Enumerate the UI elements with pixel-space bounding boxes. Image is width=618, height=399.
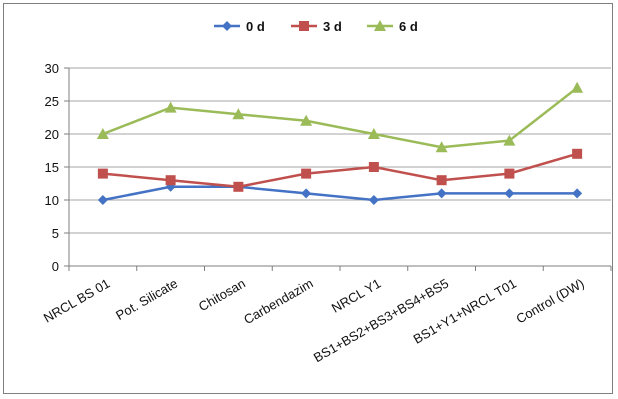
data-point (504, 188, 515, 199)
legend-marker (374, 20, 386, 31)
y-tick-label: 15 (45, 160, 59, 175)
data-point (97, 195, 108, 205)
data-point (436, 188, 447, 199)
data-point (164, 101, 177, 113)
legend-label: 0 d (246, 19, 265, 34)
data-point (504, 168, 515, 179)
legend-label: 6 d (399, 19, 418, 34)
y-tick-label: 0 (52, 259, 59, 274)
series-3-d (97, 148, 583, 192)
data-point (571, 81, 584, 93)
x-tick-label: NRCL BS 01 (41, 276, 113, 326)
data-point (367, 128, 380, 139)
data-point (301, 168, 312, 179)
y-tick-label: 20 (45, 127, 59, 142)
data-point (572, 188, 583, 199)
x-tick-label: Carbendazim (241, 276, 315, 328)
x-tick-label: Pot. Silicate (113, 276, 180, 323)
series-line (102, 86, 578, 149)
data-point (233, 181, 244, 192)
data-point (368, 195, 379, 205)
legend-marker (299, 21, 309, 31)
legend-label: 3 d (323, 19, 342, 34)
x-axis-ticks: NRCL BS 01 Pot. Silicate ChitosanCarbendaz… (41, 266, 612, 365)
data-point (301, 188, 312, 199)
series-6-d (96, 81, 584, 153)
series-0-d (97, 181, 583, 205)
legend-marker (222, 21, 232, 31)
series-line (102, 152, 578, 189)
data-point (165, 175, 176, 186)
data-point (436, 175, 447, 186)
x-tick-label: NRCL Y1 (329, 276, 383, 316)
data-point (435, 141, 448, 153)
x-tick-label: Chitosan (196, 276, 248, 315)
series-line (102, 185, 578, 202)
line-chart: 0 d 3 d 6 d 0 5 10 15 20 25 30 NRCL BS 01 Pot. Si… (41, 19, 612, 365)
y-tick-label: 30 (45, 61, 59, 76)
data-point (300, 114, 313, 126)
data-point (572, 148, 583, 159)
data-point (96, 128, 109, 139)
data-point (368, 162, 379, 172)
y-tick-label: 25 (45, 94, 59, 109)
x-tick-label: Control (DW) (513, 276, 586, 327)
data-point (232, 108, 245, 120)
data-point (97, 168, 108, 179)
data-point (503, 134, 516, 146)
y-axis-ticks: 0 5 10 15 20 25 30 (45, 61, 69, 274)
y-tick-label: 10 (45, 193, 59, 208)
series-group (96, 81, 584, 205)
chart-frame: 0 d 3 d 6 d 0 5 10 15 20 25 30 NRCL BS 01 Pot. Si… (3, 3, 613, 394)
legend: 0 d 3 d 6 d (214, 19, 418, 34)
y-tick-label: 5 (52, 226, 59, 241)
